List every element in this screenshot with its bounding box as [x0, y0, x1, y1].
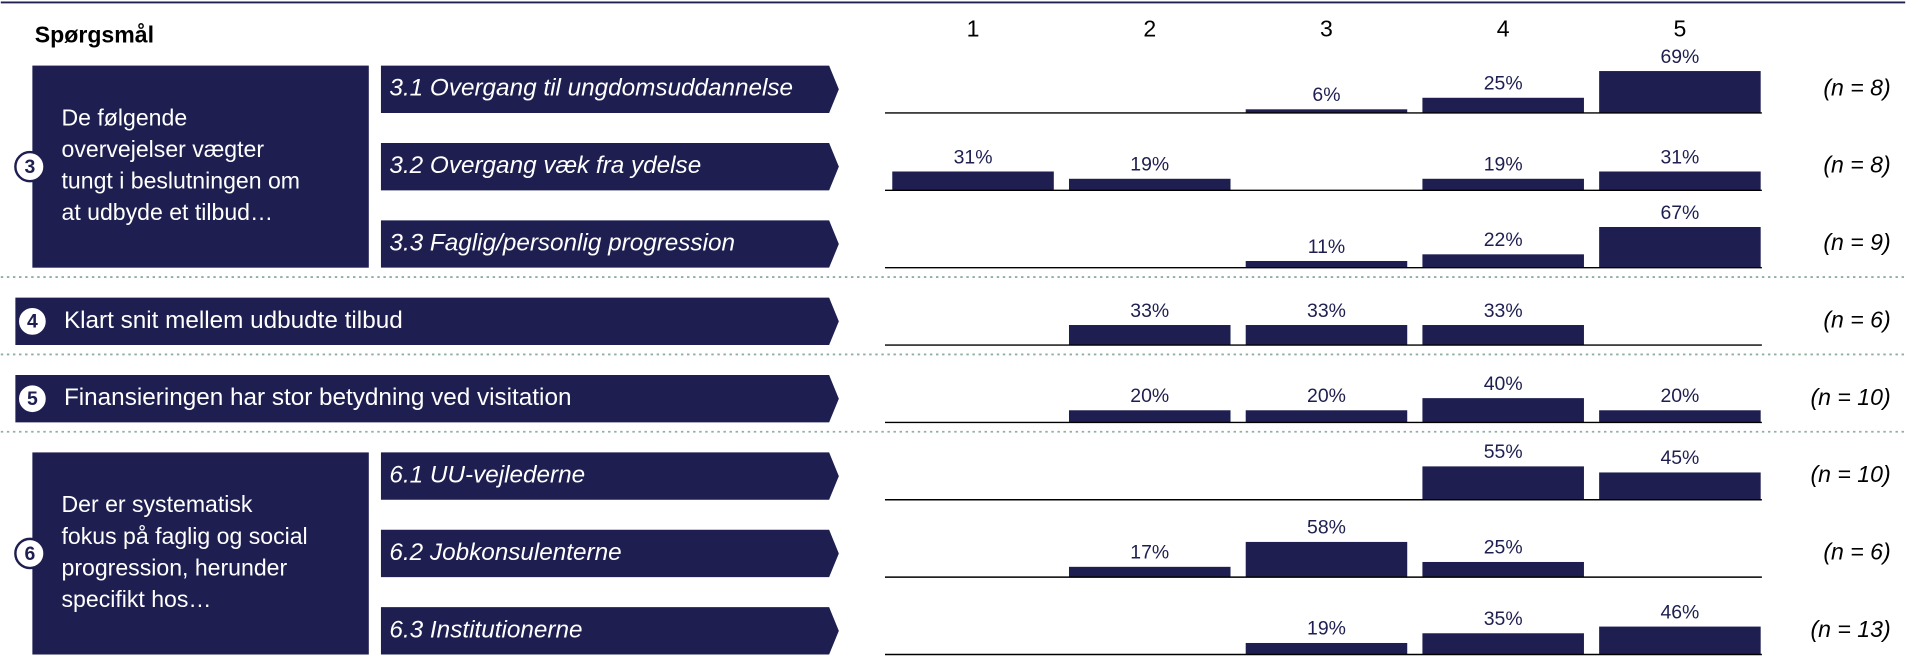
value-label: 67%: [1660, 202, 1699, 224]
value-label: 6%: [1312, 84, 1340, 106]
item-label: 3.1 Overgang til ungdomsuddannelse: [389, 75, 793, 102]
item-label: 6.3 Institutionerne: [389, 616, 582, 643]
item-label: 3.3 Faglig/personlig progression: [389, 229, 735, 256]
row-label: Klart snit mellem udbudte tilbud: [64, 307, 403, 334]
row-arrow: [15, 375, 839, 423]
group-text: at udbyde et tilbud…: [62, 199, 274, 225]
value-label: 46%: [1660, 601, 1699, 623]
bar: [1422, 254, 1584, 268]
bar: [1599, 410, 1761, 423]
bar: [1599, 626, 1761, 655]
bar: [1068, 410, 1231, 423]
value-label: 20%: [1660, 385, 1699, 407]
group-box: [32, 452, 369, 655]
value-label: 33%: [1130, 300, 1169, 322]
bar: [1245, 261, 1408, 268]
value-label: 58%: [1307, 517, 1346, 539]
value-label: 40%: [1484, 373, 1523, 395]
row-arrow: [380, 529, 839, 578]
n-label: (n = 9): [1823, 229, 1890, 255]
bar: [1599, 226, 1761, 268]
row-arrow: [380, 607, 839, 655]
group-box: [32, 65, 369, 268]
bar: [1422, 466, 1584, 500]
group-text: De følgende: [62, 104, 188, 130]
value-label: 19%: [1130, 154, 1169, 176]
bar: [1599, 472, 1761, 500]
value-label: 25%: [1484, 537, 1523, 559]
value-label: 25%: [1484, 73, 1523, 95]
number: 5: [27, 388, 38, 410]
bar: [1422, 178, 1584, 191]
bar: [1245, 642, 1408, 655]
question-header: Spørgsmål: [35, 22, 154, 48]
number-circle: [14, 150, 46, 183]
bar: [1068, 566, 1231, 578]
value-label: 19%: [1484, 154, 1523, 176]
column-header: 1: [967, 15, 980, 41]
group-text: Der er systematisk: [62, 491, 253, 517]
bar: [892, 171, 1054, 191]
value-label: 19%: [1307, 618, 1346, 640]
item-label: 3.2 Overgang væk fra ydelse: [389, 152, 701, 179]
bar: [1422, 398, 1584, 423]
n-label: (n = 8): [1823, 152, 1890, 178]
value-label: 33%: [1307, 300, 1346, 322]
bar: [1068, 325, 1231, 346]
value-label: 17%: [1130, 542, 1169, 564]
number-circle: [16, 382, 49, 415]
n-label: (n = 6): [1823, 539, 1890, 565]
number-circle: [16, 305, 49, 338]
group-text: tungt i beslutningen om: [62, 168, 300, 194]
group-text: fokus på faglig og social: [62, 523, 308, 549]
number: 6: [25, 543, 36, 565]
bar: [1422, 561, 1584, 578]
item-label: 6.2 Jobkonsulenterne: [389, 539, 621, 566]
number-circle: [14, 537, 46, 570]
bar: [1422, 325, 1584, 346]
bar: [1599, 71, 1761, 113]
column-header: 2: [1143, 15, 1156, 41]
bar: [1068, 178, 1231, 191]
bar: [1245, 541, 1408, 578]
bar: [1245, 410, 1408, 423]
bar: [1599, 171, 1761, 191]
n-label: (n = 10): [1811, 461, 1891, 487]
column-header: 4: [1497, 15, 1510, 41]
bar: [1422, 97, 1584, 113]
value-label: 22%: [1484, 229, 1523, 251]
value-label: 20%: [1307, 385, 1346, 407]
n-label: (n = 8): [1823, 74, 1890, 100]
value-label: 11%: [1308, 236, 1345, 258]
value-label: 20%: [1130, 385, 1169, 407]
row-arrow: [380, 65, 839, 113]
group-text: specifikt hos…: [62, 586, 212, 612]
value-label: 35%: [1484, 608, 1523, 630]
row-arrow: [380, 452, 839, 500]
group-text: progression, herunder: [62, 554, 288, 580]
row-label: Finansieringen har stor betydning ved vi…: [64, 384, 572, 411]
n-label: (n = 13): [1811, 616, 1891, 642]
value-label: 45%: [1660, 447, 1699, 469]
bar: [1245, 109, 1408, 113]
row-arrow: [15, 297, 839, 346]
n-label: (n = 10): [1811, 384, 1891, 410]
value-label: 31%: [954, 146, 993, 168]
number: 3: [25, 156, 36, 178]
column-header: 5: [1673, 15, 1686, 41]
bar: [1245, 325, 1408, 346]
value-label: 33%: [1484, 300, 1523, 322]
n-label: (n = 6): [1823, 306, 1890, 332]
row-arrow: [380, 142, 839, 191]
value-label: 69%: [1660, 46, 1699, 68]
number: 4: [27, 311, 38, 333]
item-label: 6.1 UU-vejlederne: [389, 462, 585, 489]
column-header: 3: [1320, 15, 1333, 41]
value-label: 31%: [1660, 146, 1699, 168]
row-arrow: [380, 220, 839, 268]
bar: [1422, 633, 1584, 655]
group-text: overvejelser vægter: [62, 136, 265, 162]
value-label: 55%: [1484, 441, 1523, 463]
